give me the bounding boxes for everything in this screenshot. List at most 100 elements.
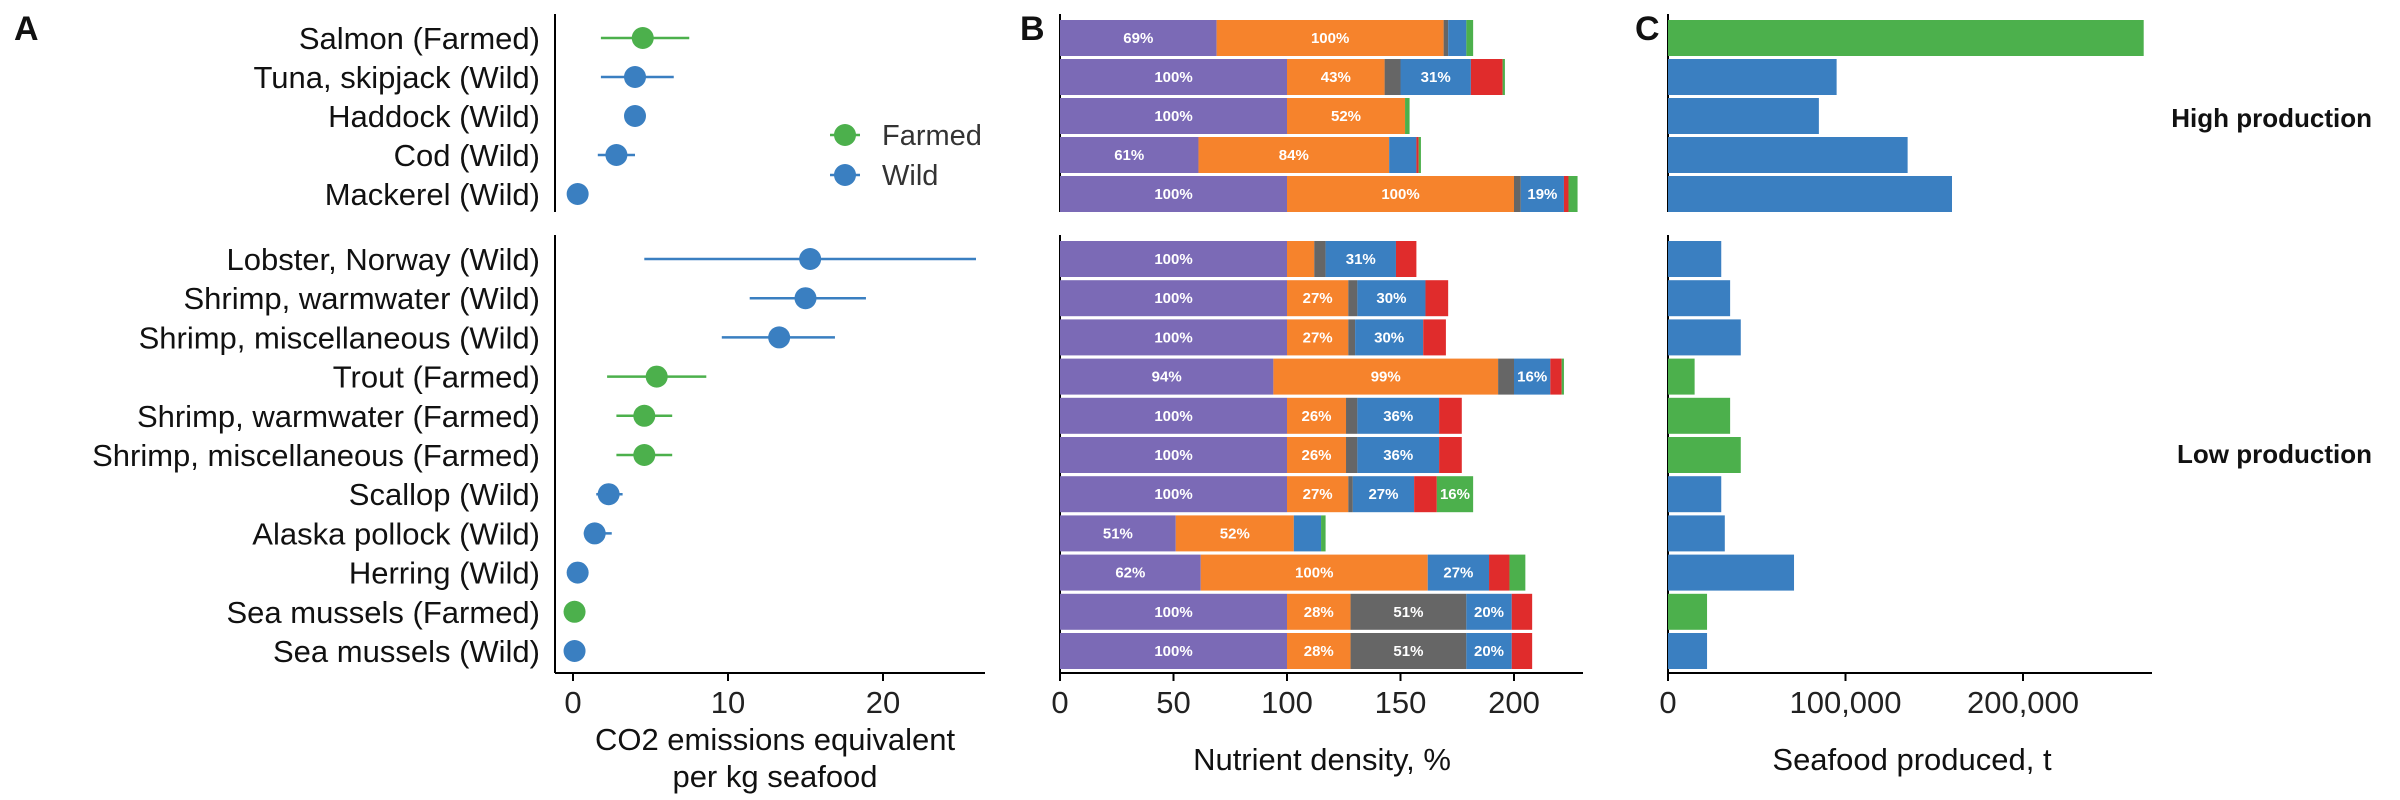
panel-label-c: C xyxy=(1635,10,1660,48)
data-point xyxy=(645,365,668,388)
bar-segment xyxy=(1384,59,1401,95)
category-label: Shrimp, miscellaneous (Wild) xyxy=(139,320,540,355)
bar-segment-label: 27% xyxy=(1303,329,1333,346)
category-label: Sea mussels (Farmed) xyxy=(226,595,540,630)
bar-segment xyxy=(1357,280,1426,317)
category-label: Alaska pollock (Wild) xyxy=(252,516,540,551)
bar-segment xyxy=(1216,20,1444,56)
x-axis-title-b: Nutrient density, % xyxy=(1193,742,1451,777)
panel-a: 0 10 20 Salmon (Farmed) Tuna, skipjack (Wild… xyxy=(92,14,985,794)
bar-segment-label: 16% xyxy=(1440,486,1470,503)
bar-segment xyxy=(1060,20,1217,56)
x-tick-label-c: 200,000 xyxy=(1967,685,2079,720)
bar-segment-label: 36% xyxy=(1383,447,1413,464)
bar-segment xyxy=(1287,319,1349,356)
production-bar xyxy=(1668,515,1725,552)
group-label-high: High production xyxy=(2171,103,2372,133)
panel-b: 0 50 100 150 200 69% 100% 100% 43% 31% 100% 52% 61% 8… xyxy=(1051,14,1583,777)
bar-segment-label: 30% xyxy=(1376,290,1406,307)
data-point xyxy=(624,66,646,88)
bar-segment xyxy=(1511,633,1533,669)
bar-segment-label: 20% xyxy=(1474,604,1504,621)
bar-segment-label: 27% xyxy=(1303,290,1333,307)
bar-segment-label: 69% xyxy=(1123,30,1153,47)
bar-segment xyxy=(1563,176,1569,212)
bar-segment-label: 100% xyxy=(1154,408,1192,425)
bar-segment-label: 100% xyxy=(1154,108,1192,125)
bar-segment xyxy=(1418,137,1421,173)
bar-segment xyxy=(1348,476,1353,513)
production-bar xyxy=(1668,476,1722,513)
bar-segment xyxy=(1060,397,1287,434)
bar-segment xyxy=(1198,137,1390,173)
data-point xyxy=(624,105,646,127)
bar-segment xyxy=(1466,593,1512,630)
panel-c: 0 100,000 200,000 Seafood produced, t High p… xyxy=(1659,14,2372,777)
x-axis-title-a-line2: per kg seafood xyxy=(672,759,877,794)
bar-segment xyxy=(1509,554,1526,591)
bar-segment xyxy=(1448,20,1467,56)
bar-segment xyxy=(1352,476,1415,513)
bar-segment xyxy=(1425,280,1449,317)
bar-segment xyxy=(1348,319,1356,356)
bar-segment xyxy=(1060,554,1201,591)
bar-segment-label: 51% xyxy=(1103,525,1133,542)
category-label: Haddock (Wild) xyxy=(328,99,540,134)
bar-segment xyxy=(1287,280,1349,317)
production-bar xyxy=(1668,633,1708,669)
bar-segment-label: 28% xyxy=(1304,604,1334,621)
bar-segment xyxy=(1287,593,1351,630)
bar-segment xyxy=(1060,137,1199,173)
bar-segment-label: 100% xyxy=(1154,69,1192,86)
data-point xyxy=(597,483,620,506)
bar-segment xyxy=(1287,98,1406,134)
bar-segment xyxy=(1550,358,1562,395)
bar-segment-label: 94% xyxy=(1152,369,1182,386)
bar-segment xyxy=(1395,241,1417,277)
x-tick-label-b: 150 xyxy=(1375,685,1427,720)
bar-segment-label: 31% xyxy=(1421,69,1451,86)
category-label: Shrimp, miscellaneous (Farmed) xyxy=(92,438,540,473)
bar-segment xyxy=(1348,280,1358,317)
bar-segment-label: 100% xyxy=(1154,643,1192,660)
production-bar xyxy=(1668,98,1819,134)
panel-label-a: A xyxy=(14,10,39,48)
legend-label-wild: Wild xyxy=(882,160,938,192)
category-label: Herring (Wild) xyxy=(349,556,540,591)
bar-segment xyxy=(1498,358,1514,395)
data-point xyxy=(768,326,791,349)
panel-label-b: B xyxy=(1020,10,1045,48)
bar-segment-label: 100% xyxy=(1154,186,1192,203)
bar-segment xyxy=(1175,515,1294,552)
bar-segment xyxy=(1060,241,1287,277)
legend-marker-farmed xyxy=(834,124,856,146)
x-tick-label-a: 20 xyxy=(866,685,900,720)
bar-segment-label: 31% xyxy=(1346,251,1376,268)
bar-segment xyxy=(1400,59,1471,95)
bar-segment xyxy=(1060,593,1287,630)
data-point xyxy=(605,144,628,166)
production-bar xyxy=(1668,241,1722,277)
bar-segment xyxy=(1060,319,1287,356)
bar-segment xyxy=(1287,397,1347,434)
category-label: Sea mussels (Wild) xyxy=(273,634,540,669)
bar-segment xyxy=(1470,59,1503,95)
category-label: Shrimp, warmwater (Wild) xyxy=(183,281,540,316)
data-point xyxy=(566,561,589,584)
category-label: Tuna, skipjack (Wild) xyxy=(253,60,540,95)
x-tick-label-b: 50 xyxy=(1156,685,1190,720)
bar-segment xyxy=(1273,358,1499,395)
bar-segment xyxy=(1502,59,1505,95)
bar-segment xyxy=(1520,176,1564,212)
bar-segment-label: 51% xyxy=(1393,604,1423,621)
bar-segment xyxy=(1405,98,1410,134)
category-label: Scallop (Wild) xyxy=(349,477,540,512)
bar-segment-label: 27% xyxy=(1368,486,1398,503)
category-label: Salmon (Farmed) xyxy=(299,21,540,56)
bar-segment xyxy=(1321,515,1326,552)
bar-segment-label: 61% xyxy=(1114,147,1144,164)
bar-segment xyxy=(1314,241,1326,277)
data-point xyxy=(566,183,589,205)
bar-segment xyxy=(1423,319,1446,356)
x-tick-label-c: 100,000 xyxy=(1789,685,1901,720)
